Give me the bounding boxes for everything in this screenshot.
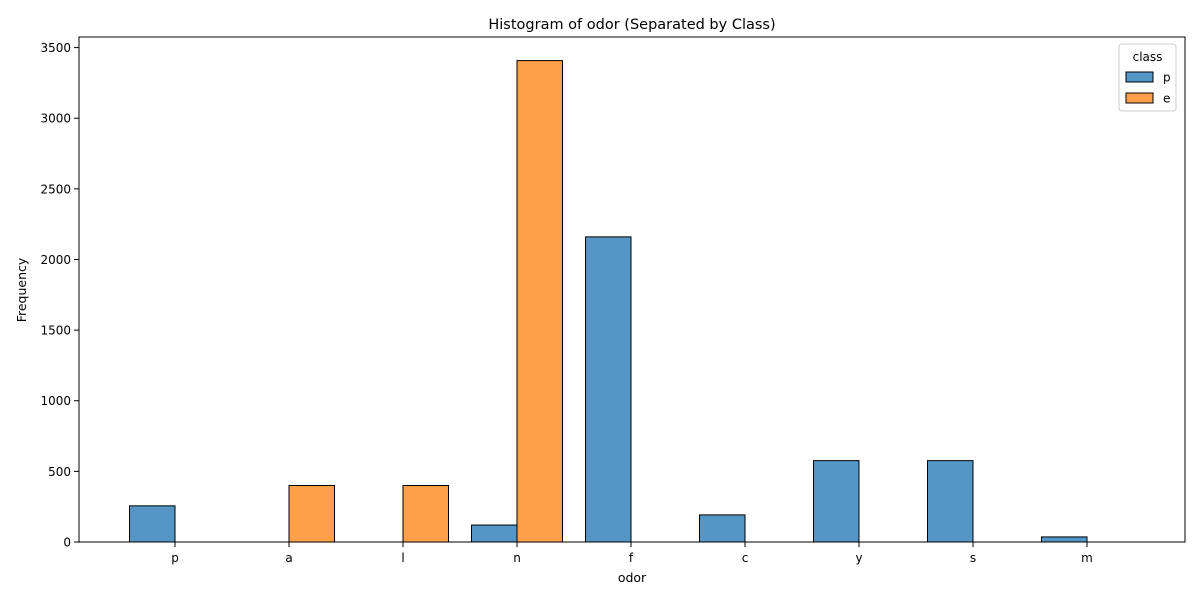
legend-label-p: p — [1163, 71, 1171, 85]
x-tick-label: p — [171, 551, 179, 565]
y-tick-label: 1500 — [40, 324, 71, 338]
plot-frame — [78, 36, 1186, 543]
bar-p-p — [129, 505, 176, 543]
y-tick-label: 3500 — [40, 41, 71, 55]
x-tick-label: a — [285, 551, 292, 565]
bar-p-c — [699, 514, 746, 543]
legend-swatch-e — [1125, 92, 1154, 104]
bar-p-n — [471, 524, 518, 543]
y-axis: 0 500 1000 1500 2000 2500 3000 3500 — [40, 41, 79, 550]
x-tick-label: c — [742, 551, 749, 565]
legend-swatch-p — [1125, 71, 1154, 83]
bar-e-l — [402, 484, 449, 543]
x-axis-label: odor — [618, 570, 647, 585]
y-tick-label: 0 — [63, 536, 71, 550]
y-tick-label: 500 — [48, 465, 71, 479]
x-tick-label: n — [513, 551, 521, 565]
bar-e-n — [516, 60, 563, 543]
legend: class p e — [1118, 43, 1177, 112]
y-tick-label: 2000 — [40, 253, 71, 267]
x-tick-label: f — [629, 551, 634, 565]
x-tick-label: y — [855, 551, 862, 565]
bar-p-m — [1041, 536, 1088, 543]
bar-p-f — [585, 236, 632, 543]
x-tick-label: l — [401, 551, 404, 565]
y-tick-label: 2500 — [40, 182, 71, 196]
y-tick-label: 3000 — [40, 112, 71, 126]
x-tick-label: s — [970, 551, 976, 565]
chart-title: Histogram of odor (Separated by Class) — [488, 17, 775, 33]
bars-group — [129, 60, 1088, 543]
legend-label-e: e — [1163, 92, 1170, 106]
bar-p-y — [813, 460, 860, 543]
y-axis-label: Frequency — [14, 257, 29, 322]
legend-title: class — [1133, 50, 1163, 64]
bar-p-s — [927, 460, 974, 543]
bar-e-a — [288, 484, 335, 543]
y-tick-label: 1000 — [40, 394, 71, 408]
x-tick-label: m — [1081, 551, 1093, 565]
